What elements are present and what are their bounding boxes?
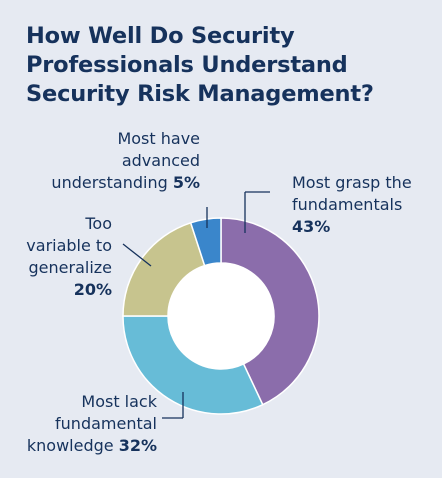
slice-lack xyxy=(122,315,264,415)
chart-title-line: Professionals Understand xyxy=(26,52,348,78)
slice-label-lack: Most lack fundamental knowledge 32% xyxy=(27,391,157,457)
slice-value-label: 5% xyxy=(172,173,200,192)
slice-value-label: 43% xyxy=(292,217,331,236)
slice-label-variable: Too variable to generalize 20% xyxy=(26,213,112,301)
slice-label-text: Most lack xyxy=(81,392,157,411)
chart-title-line: How Well Do Security xyxy=(26,23,295,49)
slice-label-text: understanding xyxy=(51,173,168,192)
slice-label-advanced: Most have advanced understanding 5% xyxy=(51,128,200,194)
chart-title: How Well Do Security Professionals Under… xyxy=(26,22,426,109)
slice-label-text: generalize xyxy=(28,258,113,277)
slice-label-text: advanced xyxy=(121,151,200,170)
slice-label-text: variable to xyxy=(26,236,112,255)
slice-label-text: Most have xyxy=(117,129,200,148)
chart-title-line: Security Risk Management? xyxy=(26,81,374,107)
donut-hole xyxy=(168,263,274,369)
slice-label-text: Most grasp the xyxy=(292,173,412,192)
slice-label-grasp: Most grasp the fundamentals 43% xyxy=(292,172,412,238)
donut-slices xyxy=(122,217,320,415)
leader-line-variable xyxy=(122,243,152,267)
leader-lines xyxy=(122,191,270,419)
slice-label-text: Too xyxy=(85,214,112,233)
slice-value-label: 20% xyxy=(73,280,112,299)
slice-label-text: fundamentals xyxy=(292,195,403,214)
slice-label-text: fundamental xyxy=(55,414,157,433)
slice-label-text: knowledge xyxy=(26,436,114,455)
slice-value-label: 32% xyxy=(118,436,157,455)
